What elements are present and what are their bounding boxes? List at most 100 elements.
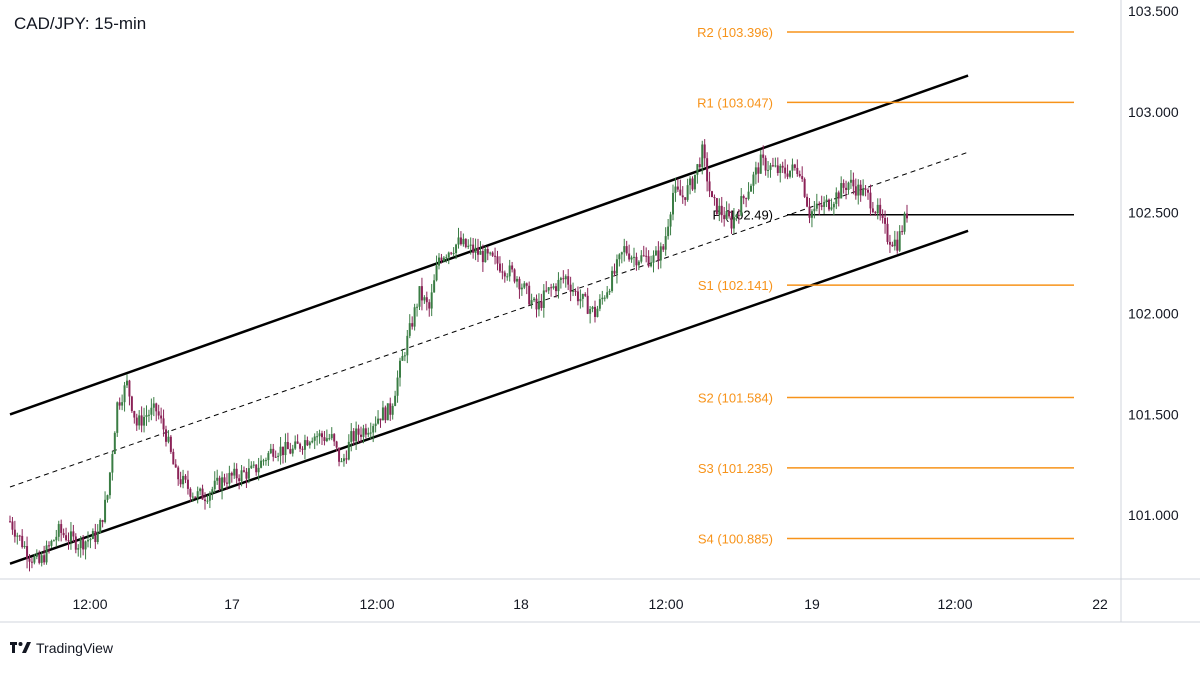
y-tick-label: 102.500 (1128, 205, 1179, 221)
candle-body (810, 211, 813, 218)
candle-body (462, 238, 465, 245)
candle-body (255, 464, 258, 473)
candle-body (155, 403, 158, 412)
candle-body (406, 335, 409, 356)
candle-body (121, 402, 124, 406)
candle-body (672, 192, 674, 215)
candle-body (94, 531, 97, 543)
candle-body (18, 535, 21, 537)
candle-body (845, 187, 848, 190)
candle-body (189, 488, 192, 497)
candle-body (650, 262, 653, 267)
candle-body (65, 535, 68, 541)
x-tick-label: 19 (804, 596, 820, 612)
candle-body (233, 468, 236, 476)
candle-body (408, 323, 411, 336)
candle-body (184, 475, 187, 480)
x-tick-label: 18 (513, 596, 529, 612)
candle-body (357, 428, 360, 435)
candle-body (835, 192, 838, 204)
candle-body (123, 385, 126, 403)
candle-body (294, 441, 297, 449)
candle-body (260, 460, 263, 468)
candle-body (169, 436, 172, 452)
candle-body (157, 411, 160, 416)
candle-body (764, 157, 767, 171)
candle-body (464, 238, 467, 248)
trend-channel (9, 74, 969, 565)
candle-body (101, 520, 104, 522)
candle-body (591, 306, 594, 309)
candle-body (130, 396, 133, 412)
candle-body (667, 226, 670, 237)
candle-body (623, 246, 626, 253)
candle-body (399, 360, 401, 378)
candle-body (559, 278, 562, 280)
candle-body (742, 196, 745, 199)
candle-body (718, 205, 721, 215)
candle-body (228, 472, 231, 484)
candle-body (269, 448, 272, 454)
candle-body (576, 291, 579, 302)
candle-body (864, 188, 867, 190)
candle-body (706, 158, 709, 182)
candle-body (862, 188, 865, 196)
candle-body (277, 455, 280, 457)
candles (9, 139, 908, 572)
candle-body (403, 355, 406, 357)
candle-body (413, 307, 416, 327)
candle-body (676, 186, 679, 190)
candle-body (69, 531, 72, 542)
candle-body (791, 164, 794, 171)
candle-body (630, 257, 633, 260)
candle-body (72, 531, 75, 537)
candle-body (818, 203, 821, 206)
candle-body (703, 144, 706, 159)
candle-body (596, 308, 599, 317)
candle-body (467, 245, 470, 248)
candle-body (847, 182, 850, 190)
candle-body (208, 493, 211, 501)
candle-body (194, 496, 197, 498)
candle-body (325, 438, 328, 442)
candle-body (374, 423, 377, 427)
candle-body (520, 287, 523, 290)
candle-body (876, 204, 879, 214)
branding[interactable]: TradingView (10, 640, 113, 656)
candle-body (394, 395, 397, 406)
channel-lower-line (9, 229, 969, 565)
candle-body (284, 441, 287, 456)
candle-body (9, 521, 11, 523)
candle-body (871, 208, 874, 213)
candle-body (335, 441, 338, 448)
candle-body (264, 460, 267, 462)
candle-body (693, 174, 696, 190)
candle-body (303, 440, 306, 450)
candle-body (204, 499, 206, 502)
y-tick-label: 101.500 (1128, 406, 1179, 422)
candle-body (567, 276, 570, 285)
candle-body (74, 536, 77, 550)
candle-body (206, 500, 209, 502)
candle-body (306, 440, 309, 446)
candle-body (669, 214, 672, 227)
candle-body (91, 531, 94, 539)
candle-body (338, 447, 341, 462)
candle-body (842, 183, 845, 188)
candle-body (62, 532, 65, 536)
candle-body (620, 252, 623, 255)
candle-body (523, 283, 526, 288)
candle-body (664, 236, 667, 250)
candle-body (474, 247, 477, 253)
candle-body (879, 204, 882, 215)
candle-body (82, 538, 85, 550)
candle-body (230, 472, 233, 476)
candle-body (574, 290, 577, 292)
candle-body (569, 284, 572, 292)
candle-body (321, 433, 323, 438)
candle-body (272, 448, 275, 457)
candle-body (430, 292, 433, 309)
candle-body (896, 239, 899, 251)
candle-body (528, 285, 531, 305)
